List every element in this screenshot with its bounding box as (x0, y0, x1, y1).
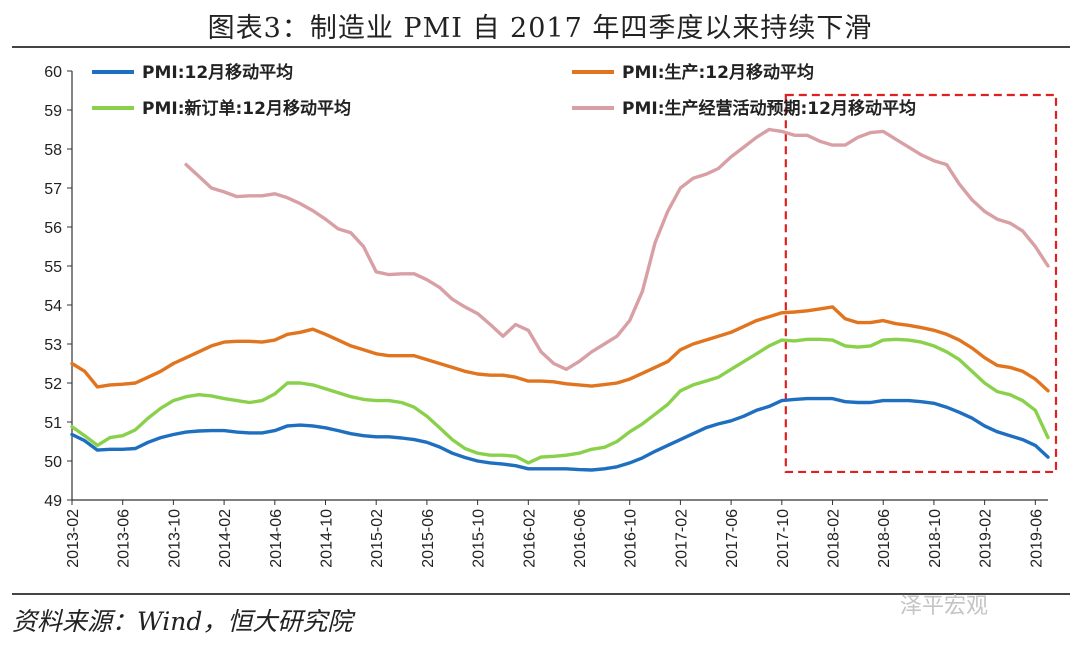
legend-label: PMI:12月移动平均 (142, 62, 293, 83)
x-tick-label: 2019-02 (978, 509, 995, 568)
pmi-new-orders-line (70, 337, 1050, 465)
y-tick-label: 60 (44, 64, 62, 81)
x-tick-label: 2015-06 (420, 509, 437, 568)
x-tick-label: 2014-10 (319, 509, 336, 568)
highlight-box-rect (784, 93, 1058, 474)
y-tick-label: 56 (44, 220, 62, 237)
y-tick-label: 53 (44, 337, 62, 354)
x-tick-label: 2016-06 (572, 509, 589, 568)
x-tick-label: 2018-02 (826, 509, 843, 568)
chart-title: 图表3：制造业 PMI 自 2017 年四季度以来持续下滑 (207, 13, 873, 44)
legend: PMI:12月移动平均 PMI:生产:12月移动平均 PMI:新订单:12月移动平均… (92, 62, 916, 119)
x-tick-label: 2015-02 (369, 509, 386, 568)
axes: 49 50 51 52 53 54 55 56 57 58 59 60 2013-02 2013-06 20… (44, 64, 1048, 568)
y-tick-label: 58 (44, 142, 62, 159)
x-tick-label: 2013-06 (116, 509, 133, 568)
x-tick-label: 2017-10 (775, 509, 792, 568)
series-lines (70, 127, 1050, 472)
source-note: 资料来源：Wind，恒大研究院 (12, 607, 353, 636)
legend-label: PMI:生产经营活动预期:12月移动平均 (622, 98, 916, 119)
y-tick-label: 49 (44, 493, 62, 510)
pmi-production-line (70, 305, 1050, 393)
x-tick-label: 2018-06 (876, 509, 893, 568)
watermark: 泽平宏观 (900, 594, 989, 619)
x-tick-label: 2013-10 (166, 509, 183, 568)
source-divider (12, 593, 1070, 595)
y-tick-label: 57 (44, 181, 62, 198)
x-tick-label: 2014-06 (268, 509, 285, 568)
y-tick-label: 54 (44, 298, 62, 315)
legend-label: PMI:生产:12月移动平均 (622, 62, 814, 83)
x-tick-label: 2013-02 (65, 509, 82, 568)
y-tick-label: 59 (44, 103, 62, 120)
y-tick-label: 50 (44, 454, 62, 471)
x-tick-label: 2019-06 (1028, 509, 1045, 568)
x-tick-label: 2017-06 (724, 509, 741, 568)
y-tick-label: 55 (44, 259, 62, 276)
x-tick-label: 2016-02 (521, 509, 538, 568)
pmi-expectation-line (184, 127, 1050, 371)
x-tick-label: 2015-10 (471, 509, 488, 568)
y-tick-label: 51 (44, 415, 62, 432)
x-tick-label: 2014-02 (217, 509, 234, 568)
legend-label: PMI:新订单:12月移动平均 (142, 98, 351, 119)
title-divider (12, 46, 1070, 48)
highlight-box (784, 93, 1058, 474)
x-tick-label: 2016-10 (623, 509, 640, 568)
y-tick-label: 52 (44, 376, 62, 393)
x-tick-label: 2018-10 (927, 509, 944, 568)
pmi-line (70, 396, 1050, 472)
pmi-line-chart: 49 50 51 52 53 54 55 56 57 58 59 60 2013-02 2013-06 20… (44, 62, 1058, 568)
x-tick-label: 2017-02 (673, 509, 690, 568)
